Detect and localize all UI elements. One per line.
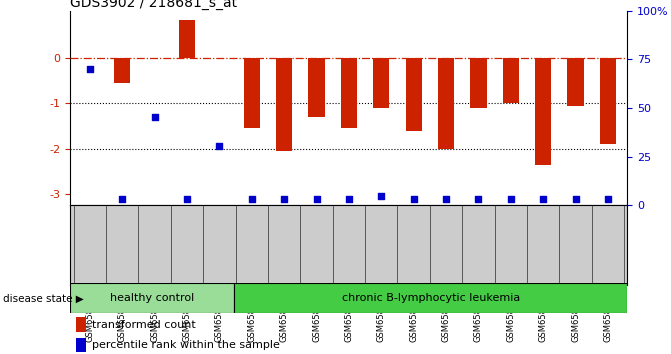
- Point: [246, 196, 257, 201]
- Point: [473, 196, 484, 201]
- Point: [278, 196, 289, 201]
- Bar: [234, 283, 627, 313]
- Point: [344, 196, 354, 201]
- Bar: [600, 58, 616, 144]
- Point: [441, 196, 452, 201]
- Point: [182, 196, 193, 201]
- Bar: [405, 58, 422, 131]
- Bar: [179, 20, 195, 58]
- Point: [505, 196, 516, 201]
- Bar: [438, 58, 454, 149]
- Bar: [114, 58, 130, 83]
- Bar: [341, 58, 357, 129]
- Bar: [470, 58, 486, 108]
- Point: [538, 196, 549, 201]
- Point: [149, 114, 160, 120]
- Bar: [503, 58, 519, 103]
- Point: [311, 196, 322, 201]
- Bar: [76, 338, 86, 352]
- Point: [117, 196, 127, 201]
- Bar: [535, 58, 552, 165]
- Bar: [568, 58, 584, 106]
- Bar: [76, 317, 86, 332]
- Text: disease state ▶: disease state ▶: [3, 294, 84, 304]
- Bar: [244, 58, 260, 129]
- Text: healthy control: healthy control: [110, 293, 195, 303]
- Text: transformed count: transformed count: [92, 320, 195, 330]
- Text: chronic B-lymphocytic leukemia: chronic B-lymphocytic leukemia: [342, 293, 520, 303]
- Bar: [373, 58, 389, 108]
- Point: [376, 193, 386, 199]
- Text: GDS3902 / 218681_s_at: GDS3902 / 218681_s_at: [70, 0, 238, 10]
- Point: [603, 196, 613, 201]
- Point: [214, 144, 225, 149]
- Bar: [276, 58, 293, 151]
- Text: percentile rank within the sample: percentile rank within the sample: [92, 340, 280, 350]
- Point: [409, 196, 419, 201]
- Point: [85, 67, 95, 72]
- Bar: [70, 283, 234, 313]
- Bar: [309, 58, 325, 117]
- Point: [570, 196, 581, 201]
